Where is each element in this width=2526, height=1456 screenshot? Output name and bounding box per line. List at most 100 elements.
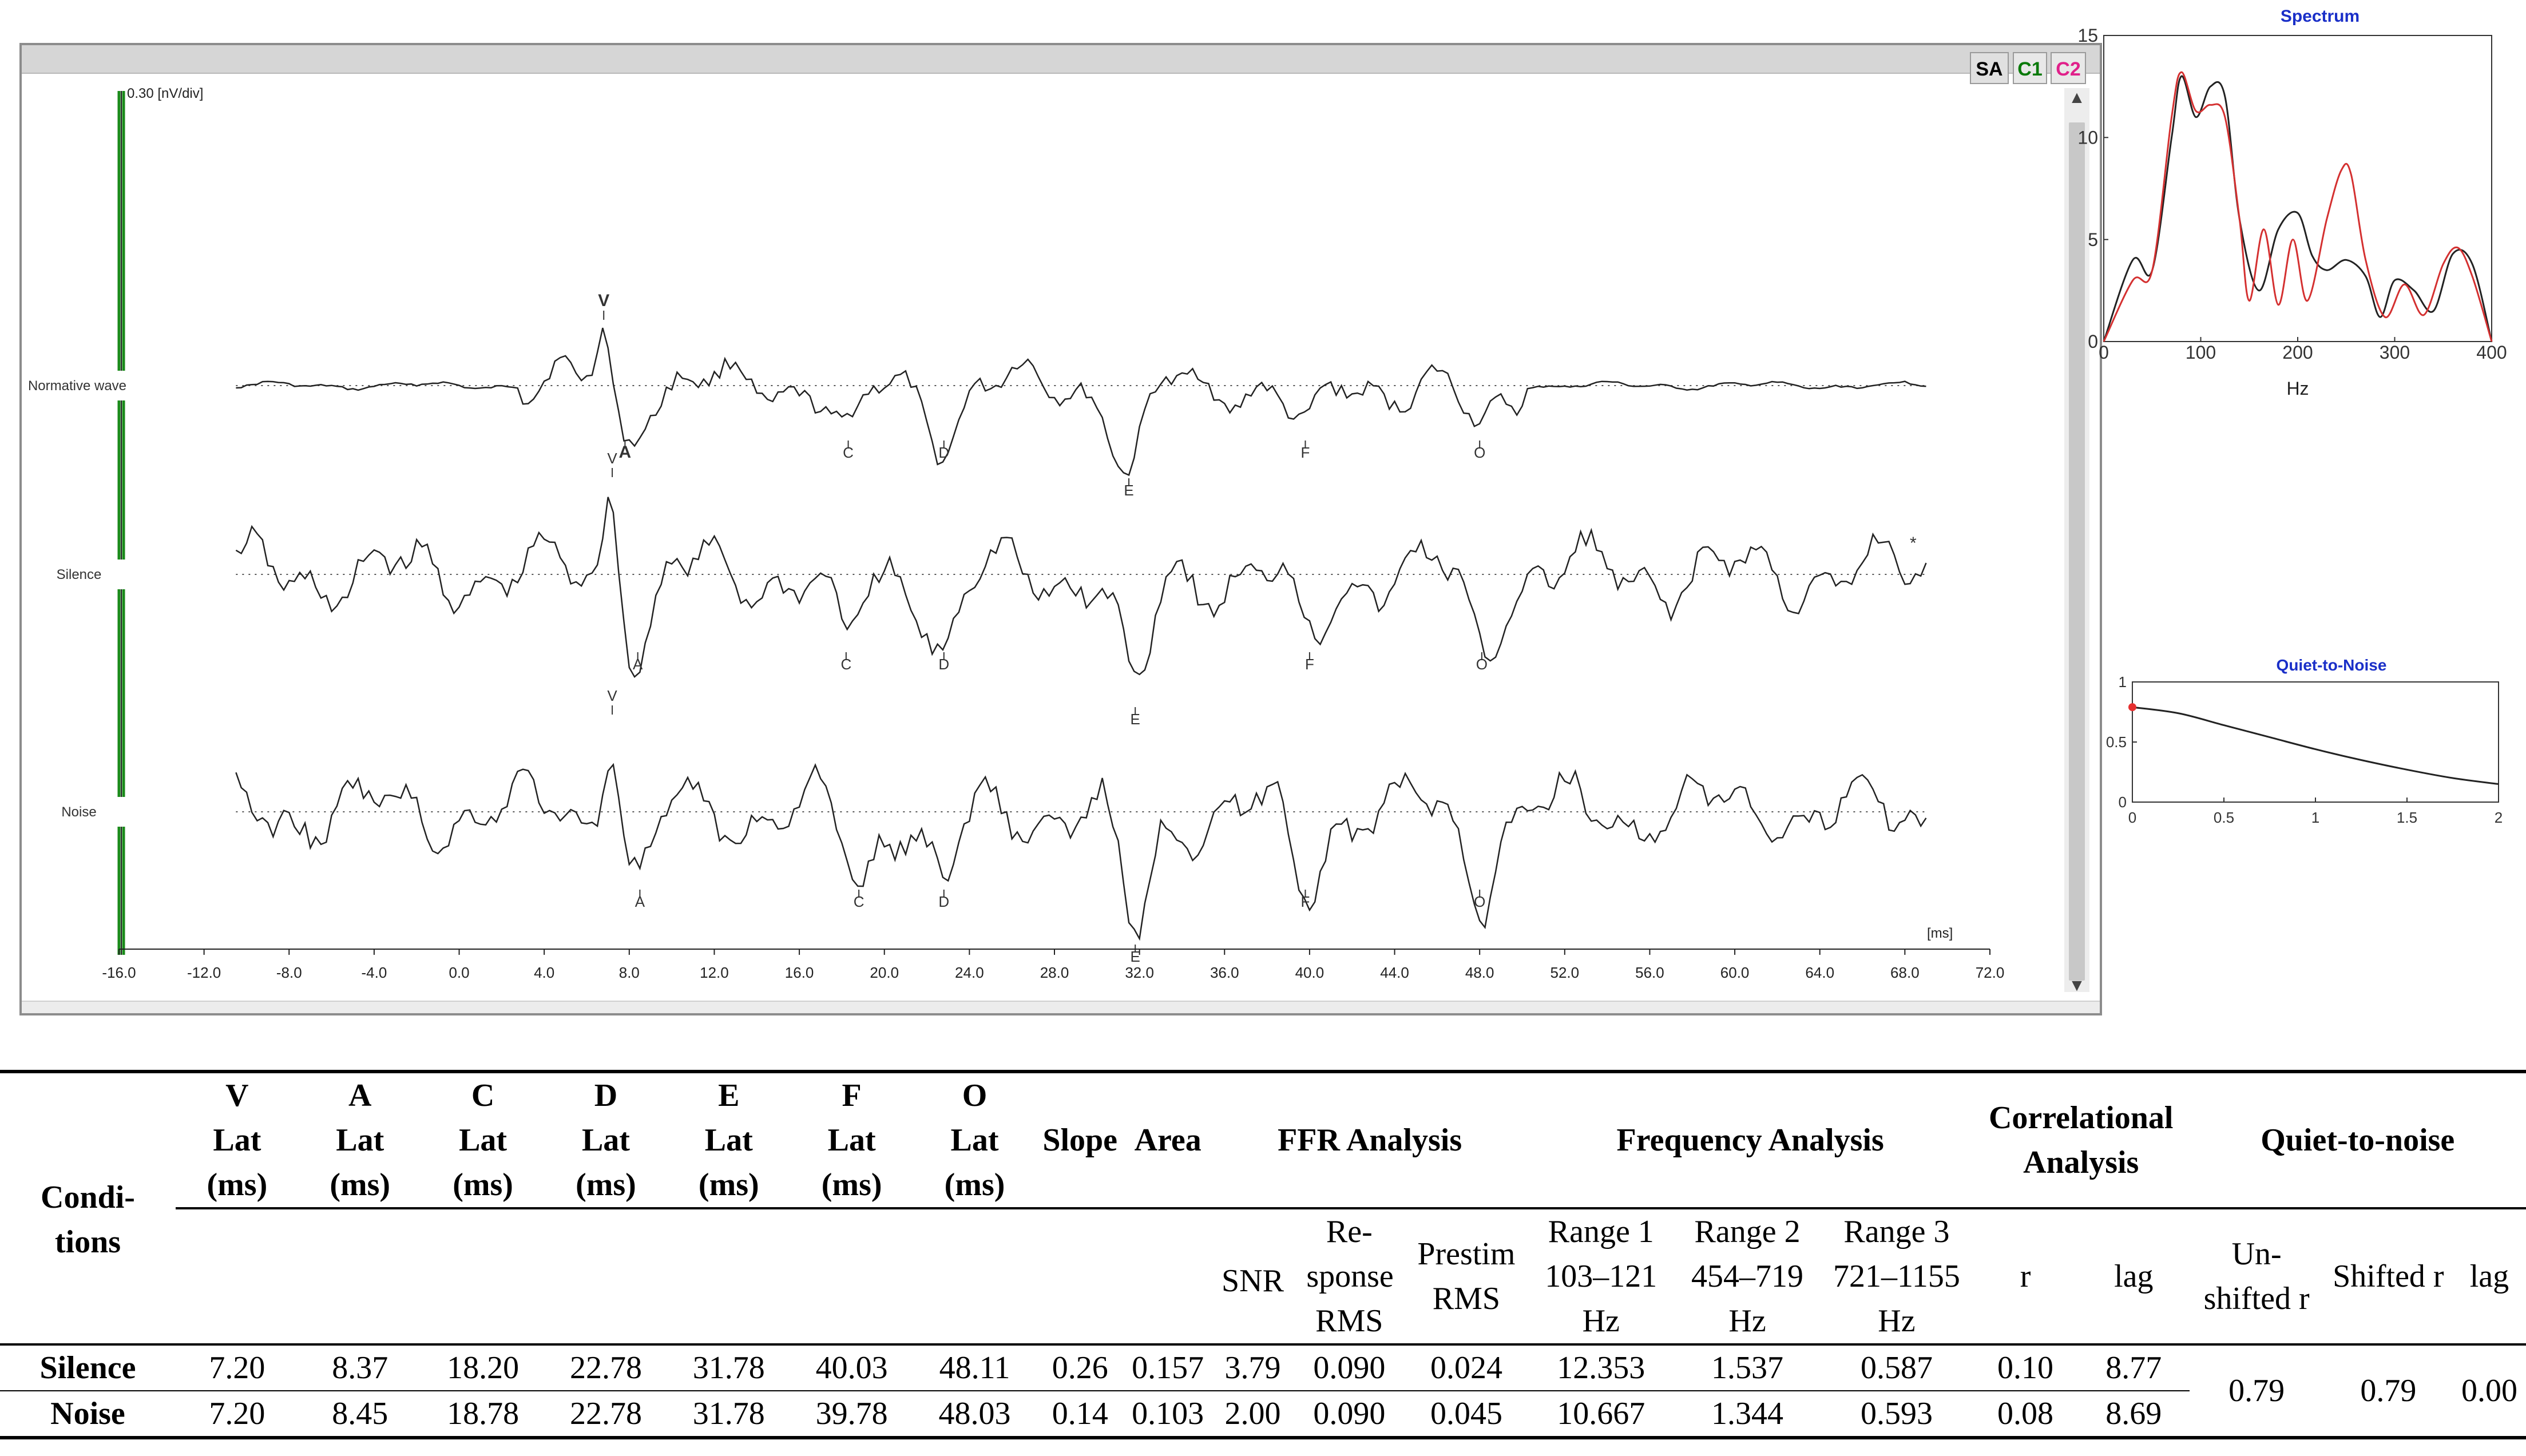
peak-label[interactable]: D xyxy=(938,656,949,673)
table-row: Silence 7.20 8.37 18.20 22.78 31.78 40.03 48.11… xyxy=(0,1344,2526,1409)
a-lat-header: A Lat (ms) xyxy=(299,1072,422,1208)
table-cell: 0.587 xyxy=(1860,1350,1933,1386)
table-cell: 0.103 xyxy=(1132,1396,1204,1431)
x-tick-label: 68.0 xyxy=(1890,964,1920,981)
table-row: Noise 7.20 8.45 18.78 22.78 31.78 39.78 48.03 0.… xyxy=(0,1391,2526,1438)
x-tick-label: 4.0 xyxy=(534,964,554,981)
range3-header: Range 3 721–1155 Hz xyxy=(1821,1208,1973,1344)
x-tick-label: 8.0 xyxy=(619,964,640,981)
correlational-analysis-header: Correlational Analysis xyxy=(1973,1072,2190,1208)
x-unit-label: [ms] xyxy=(1927,926,1953,941)
c1-button[interactable]: C1 xyxy=(2013,52,2047,84)
peak-label[interactable]: O xyxy=(1476,656,1488,673)
d-lat: Lat xyxy=(581,1122,630,1158)
series-line-r xyxy=(2132,706,2499,785)
peak-label[interactable]: E xyxy=(1131,711,1140,728)
x-tick-label: 0.0 xyxy=(449,964,469,981)
a-peak: A xyxy=(348,1078,372,1113)
peak-label[interactable]: V xyxy=(607,687,617,704)
peak-label[interactable]: C xyxy=(854,893,865,910)
table-cell: 0.26 xyxy=(1052,1350,1108,1386)
peak-label[interactable]: A xyxy=(619,443,632,462)
f-unit: (ms) xyxy=(821,1167,882,1203)
scrollbar-thumb[interactable] xyxy=(2069,122,2085,981)
results-table-wrapper: Condi-tions V Lat (ms) A Lat (ms) C Lat (ms) D… xyxy=(0,1070,2526,1439)
channel-marker: * xyxy=(1910,534,1917,553)
channel-label: Normative wave xyxy=(28,378,126,394)
q2n-lag-header: lag xyxy=(2469,1259,2509,1294)
channel-label-box xyxy=(26,797,135,827)
table-cell: 10.667 xyxy=(1557,1396,1645,1431)
conditions-header: Condi-tions xyxy=(0,1072,176,1344)
x-tick-label: -8.0 xyxy=(276,964,302,981)
c2-button[interactable]: C2 xyxy=(2051,52,2086,84)
table-cell: 7.20 xyxy=(209,1396,265,1431)
x-tick-label: 24.0 xyxy=(955,964,984,981)
peak-label[interactable]: D xyxy=(938,444,949,461)
x-tick-label: 64.0 xyxy=(1805,964,1834,981)
peak-label[interactable]: C xyxy=(843,444,854,461)
peak-label[interactable]: A xyxy=(635,893,645,910)
channel-label: Silence xyxy=(57,567,102,582)
channel-label-box xyxy=(26,560,135,589)
x-tick-label: 400 xyxy=(2476,342,2507,363)
scroll-down-icon[interactable]: ▼ xyxy=(2068,976,2085,995)
table-cell: 1.537 xyxy=(1711,1350,1784,1386)
peak-label[interactable]: V xyxy=(607,450,617,467)
x-tick-label: 16.0 xyxy=(785,964,814,981)
shifted-r-header: Shifted r xyxy=(2333,1259,2444,1294)
peak-label[interactable]: F xyxy=(1305,656,1314,673)
peak-label[interactable]: E xyxy=(1131,948,1140,965)
peak-label[interactable]: F xyxy=(1301,893,1310,910)
x-tick-label: 12.0 xyxy=(700,964,729,981)
peak-label[interactable]: A xyxy=(633,656,643,673)
table-cell: 18.78 xyxy=(447,1396,520,1431)
table-cell: 0.08 xyxy=(1997,1396,2054,1431)
e-unit: (ms) xyxy=(698,1167,759,1203)
horizontal-scrollbar[interactable] xyxy=(22,1001,2100,1013)
waveform-window: SA C1 C2 ▲ ▼ 0.30 [nV/div] Normative wav… xyxy=(19,43,2102,1015)
r-header: r xyxy=(2020,1259,2031,1294)
y-tick-label: 5 xyxy=(2088,229,2098,250)
snr-header: SNR xyxy=(1222,1263,1284,1299)
series-line-red xyxy=(2103,71,2493,342)
o-peak: O xyxy=(962,1078,988,1113)
y-tick-label: 15 xyxy=(2077,25,2098,46)
area-header: Area xyxy=(1134,1122,1201,1158)
series-line-black xyxy=(2103,75,2493,342)
frequency-analysis-header: Frequency Analysis xyxy=(1616,1122,1884,1158)
c-peak: C xyxy=(471,1078,495,1113)
peak-label[interactable]: F xyxy=(1301,444,1310,461)
range2-text: Range 2 454–719 Hz xyxy=(1691,1214,1804,1339)
table-cell: 0.090 xyxy=(1313,1350,1386,1386)
vertical-scrollbar[interactable]: ▲ ▼ xyxy=(2064,88,2089,995)
y-tick-label: 10 xyxy=(2077,128,2098,148)
v-unit: (ms) xyxy=(207,1167,268,1203)
quiet-to-noise-header: Quiet-to-noise xyxy=(2261,1122,2455,1158)
o-lat-header: O Lat (ms) xyxy=(913,1072,1036,1208)
a-unit: (ms) xyxy=(330,1167,391,1203)
y-tick-label: 1 xyxy=(2119,673,2127,691)
correlational-analysis-text: Correlational Analysis xyxy=(1988,1100,2174,1180)
slope-header: Slope xyxy=(1042,1122,1118,1158)
table-cell: 0.157 xyxy=(1132,1350,1204,1386)
sa-button[interactable]: SA xyxy=(1970,52,2009,84)
scroll-up-icon[interactable]: ▲ xyxy=(2068,88,2085,107)
peak-label[interactable]: O xyxy=(1474,444,1485,461)
x-tick-label: 52.0 xyxy=(1551,964,1580,981)
peak-label[interactable]: E xyxy=(1124,482,1133,499)
peak-label[interactable]: V xyxy=(598,291,609,310)
e-peak: E xyxy=(718,1078,740,1113)
peak-label[interactable]: D xyxy=(938,893,949,910)
peak-label[interactable]: O xyxy=(1474,893,1485,910)
x-tick-label: 20.0 xyxy=(870,964,899,981)
a-lat: Lat xyxy=(336,1122,384,1158)
unshifted-r-header: Un-shifted r xyxy=(2190,1208,2324,1344)
peak-label[interactable]: C xyxy=(840,656,851,673)
x-tick-label: 0 xyxy=(2099,342,2109,363)
channel-waveform xyxy=(235,763,1927,941)
v-peak: V xyxy=(225,1078,249,1113)
d-lat-header: D Lat (ms) xyxy=(545,1072,668,1208)
x-tick-label: -4.0 xyxy=(362,964,387,981)
range3-text: Range 3 721–1155 Hz xyxy=(1833,1214,1960,1339)
